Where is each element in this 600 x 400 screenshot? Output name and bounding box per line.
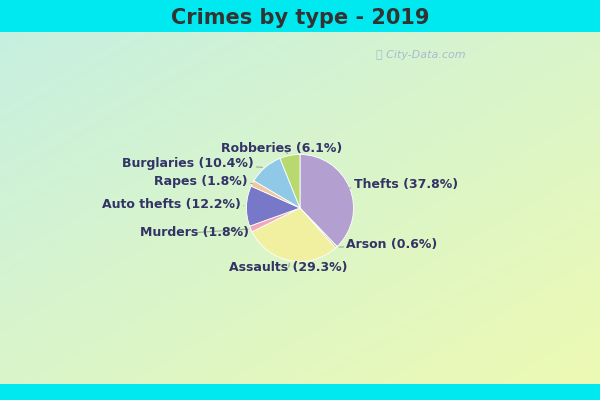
Wedge shape [247, 186, 300, 226]
Text: Thefts (37.8%): Thefts (37.8%) [350, 178, 458, 191]
Text: Rapes (1.8%): Rapes (1.8%) [154, 176, 253, 188]
Wedge shape [280, 154, 300, 208]
Wedge shape [251, 181, 300, 208]
Wedge shape [252, 208, 335, 262]
Text: Crimes by type - 2019: Crimes by type - 2019 [171, 8, 429, 28]
Wedge shape [300, 154, 353, 246]
Text: Burglaries (10.4%): Burglaries (10.4%) [122, 157, 262, 170]
Text: ⓘ City-Data.com: ⓘ City-Data.com [376, 50, 466, 60]
Wedge shape [250, 208, 300, 232]
Text: Auto thefts (12.2%): Auto thefts (12.2%) [102, 198, 244, 211]
Wedge shape [300, 208, 337, 248]
Text: Murders (1.8%): Murders (1.8%) [140, 226, 250, 239]
Wedge shape [254, 158, 300, 208]
Text: Robberies (6.1%): Robberies (6.1%) [221, 142, 343, 155]
Text: Assaults (29.3%): Assaults (29.3%) [229, 261, 348, 274]
Text: Arson (0.6%): Arson (0.6%) [339, 238, 438, 251]
